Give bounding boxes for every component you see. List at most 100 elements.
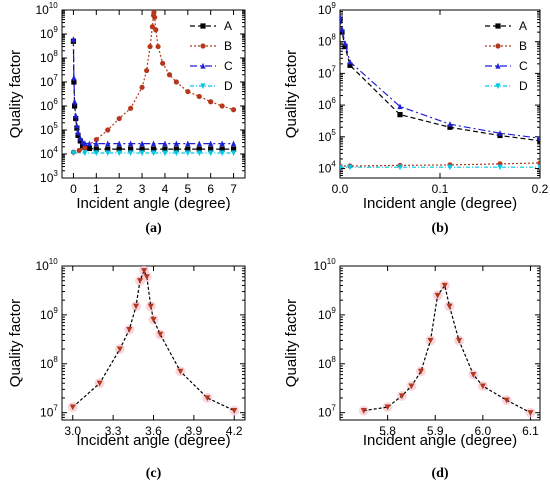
data-point — [446, 303, 453, 310]
y-tick-label: 109 — [318, 1, 336, 17]
data-point-C — [70, 36, 77, 42]
y-tick-label: 104 — [318, 159, 336, 175]
data-point-C — [75, 129, 81, 135]
data-point-A — [173, 146, 179, 152]
data-point — [427, 337, 434, 344]
x-tick-label: 5.8 — [379, 424, 396, 438]
data-point-C — [71, 98, 78, 105]
data-point-B — [82, 145, 88, 151]
data-point-D — [185, 150, 191, 157]
y-tick-label: 108 — [40, 49, 58, 65]
data-point-A — [342, 44, 348, 50]
data-point-A — [230, 146, 237, 152]
x-axis-title: Incident angle (degree) — [76, 195, 230, 212]
data-point-D — [70, 150, 77, 157]
y-axis-title: Quality factor — [7, 50, 24, 138]
plot-frame — [339, 265, 541, 421]
data-point-B — [185, 88, 191, 95]
data-point-C — [116, 140, 122, 147]
data-point — [116, 346, 123, 353]
data-point-B — [144, 67, 150, 74]
legend-marker — [495, 83, 501, 90]
x-tick-label: 6 — [207, 182, 214, 196]
chart-panel-d: 5.8 5.9 6.0 6.1 107 108 109 1010 Incident angle … — [283, 257, 541, 481]
data-point-D — [347, 164, 353, 171]
data-point — [503, 397, 510, 404]
data-point-C — [105, 140, 111, 147]
data-point-D — [219, 150, 225, 157]
data-point — [479, 383, 486, 390]
data-point-B — [149, 24, 155, 30]
data-point-A — [75, 132, 81, 138]
y-tick-label: 107 — [40, 404, 58, 420]
y-tick-label: 108 — [40, 355, 58, 371]
series-line-C — [340, 16, 540, 139]
data-point-B — [76, 147, 82, 154]
y-tick-label: 105 — [318, 128, 336, 144]
data-point-C — [162, 140, 168, 147]
data-point-D — [116, 150, 122, 157]
data-point — [157, 331, 164, 338]
legend-marker — [200, 62, 206, 69]
data-point-D — [105, 150, 111, 157]
series-line-B — [340, 162, 540, 167]
data-point-D — [93, 150, 99, 157]
data-point-B — [93, 136, 99, 143]
data-point — [143, 274, 150, 281]
data-point-C — [342, 40, 348, 46]
data-point-C — [185, 140, 191, 147]
y-tick-label: 109 — [318, 306, 336, 322]
legend-label: B — [224, 39, 232, 53]
panel-label: (d) — [431, 466, 448, 481]
data-point-B — [153, 27, 159, 33]
plot-frame — [339, 9, 541, 179]
data-point-B — [139, 84, 145, 90]
data-point-B — [128, 105, 134, 111]
legend-marker — [495, 62, 501, 69]
data-point-C — [93, 140, 99, 147]
legend-marker — [200, 83, 206, 90]
plot-frame — [61, 265, 246, 421]
series-layer — [67, 266, 240, 416]
data-point-D — [162, 150, 168, 157]
data-point — [150, 317, 157, 323]
data-point-C — [537, 135, 540, 141]
x-tick-label: 1 — [93, 182, 100, 196]
data-point-A — [139, 146, 145, 152]
y-tick-label: 1010 — [35, 257, 58, 273]
panel-label: (a) — [145, 221, 162, 236]
y-tick-label: 106 — [318, 96, 336, 112]
legend-label: A — [224, 19, 232, 33]
data-point-B — [116, 115, 122, 122]
data-point-B — [166, 72, 173, 78]
data-point-A — [162, 146, 168, 152]
data-point — [398, 393, 405, 400]
y-tick-label: 107 — [40, 73, 58, 89]
y-axis-title: Quality factor — [7, 299, 24, 387]
chart-panel-b: 0.0 0.1 0.2 104 105 106 107 108 109 Incident angl… — [283, 1, 549, 236]
data-point-C — [150, 140, 157, 147]
legend-label: B — [519, 39, 527, 53]
data-point — [133, 303, 140, 310]
x-tick-label: 3.3 — [105, 424, 122, 438]
data-point-B — [155, 43, 161, 50]
series-line-A — [72, 41, 234, 150]
data-point — [384, 404, 391, 411]
y-tick-label: 109 — [40, 25, 58, 41]
legend-label: C — [224, 59, 233, 73]
data-point — [137, 278, 144, 284]
data-point-A — [185, 146, 191, 152]
series-line-A — [340, 19, 540, 142]
data-point-D — [397, 164, 403, 171]
legend-label: C — [519, 59, 528, 73]
y-axis-title: Quality factor — [283, 50, 300, 138]
data-point — [527, 410, 534, 416]
x-axis-title: Incident angle (degree) — [76, 432, 230, 449]
data-point — [408, 383, 415, 390]
legend-marker — [200, 43, 206, 49]
data-point — [231, 408, 238, 414]
legend-marker — [495, 23, 501, 29]
data-point-B — [219, 103, 225, 109]
data-point-D — [139, 150, 145, 157]
